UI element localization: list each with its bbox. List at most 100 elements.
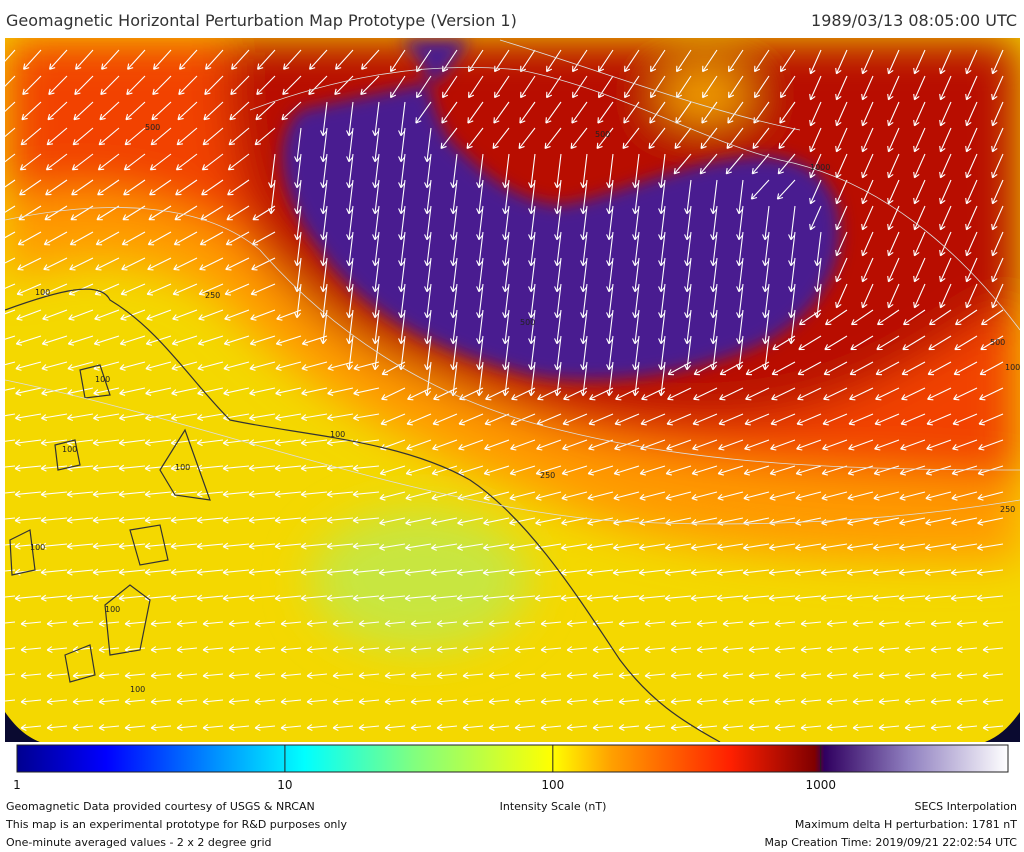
arrow [976,569,1004,576]
arrow [484,439,510,451]
arrow [528,205,536,241]
arrow [294,283,302,319]
contour-lines-light [5,39,1020,525]
arrow [346,257,354,293]
arrow [202,724,224,731]
arrow [618,698,640,705]
arrow [872,594,900,602]
arrow [467,101,484,124]
arrow [638,543,666,551]
arrow [222,568,250,576]
contour-label: 100 [330,430,345,439]
arrow [144,439,172,447]
arrow [736,179,744,215]
arrow [587,491,614,501]
arrow [658,153,666,189]
arrow [66,594,94,602]
arrow [939,257,952,283]
arrow [887,101,900,127]
arrow [684,205,692,241]
arrow [562,439,588,451]
arrow [254,672,276,679]
arrow [848,439,874,451]
arrow [670,672,692,679]
arrow [300,594,328,602]
arrow [822,413,848,426]
arrow [405,517,432,526]
arrow [939,49,952,75]
arrow [965,179,978,205]
arrow [300,516,328,524]
arrow [150,724,172,731]
arrow [540,724,562,731]
arrow [770,413,796,426]
arrow [275,361,302,371]
arrow [151,101,172,121]
arrow [861,101,874,127]
arrow [405,491,432,501]
arrow [20,646,42,653]
arrow [748,724,770,731]
arrow [930,724,952,731]
arrow [701,101,718,124]
arrow [850,309,874,326]
arrow [320,101,328,137]
arrow [378,569,406,576]
arrow [991,75,1004,101]
arrow [592,646,614,653]
arrow [254,698,276,705]
arrow [482,543,510,551]
arrow [632,153,640,189]
arrow [306,724,328,731]
arrow [327,387,354,396]
arrow [98,698,120,705]
arrow [175,153,198,171]
arrow [327,361,354,371]
arrow [346,153,354,189]
arrow [92,516,120,524]
arrow [381,387,406,401]
arrow [173,231,198,246]
arrow [588,413,614,426]
arrow [612,543,640,551]
arrow [684,231,692,267]
arrow [488,620,510,627]
arrow [14,464,42,472]
arrow [254,620,276,627]
arrow [748,646,770,653]
arrow [821,491,848,501]
arrow [228,724,250,731]
arrow [535,465,562,476]
arrow [980,309,1004,326]
arrow [800,620,822,627]
arrow [580,283,588,319]
arrow [126,75,146,96]
arrow [119,413,146,422]
arrow [644,672,666,679]
arrow [281,101,302,121]
arrow [255,101,276,121]
arrow [623,101,640,124]
arrow [904,672,926,679]
arrow [5,101,16,121]
arrow [20,127,42,146]
arrow [965,49,978,75]
arrow [372,231,380,267]
arrow [502,309,510,345]
arrow [780,49,796,73]
arrow [256,75,276,96]
arrow [14,516,42,524]
arrow [144,568,172,576]
arrow [20,672,42,679]
arrow [670,698,692,705]
arrow [431,491,458,501]
arrow [849,387,874,401]
arrow [5,439,16,447]
arrow [144,542,172,550]
arrow [176,127,198,146]
arrow [398,257,406,293]
arrow [384,698,406,705]
arrow [346,101,354,137]
arrow [722,724,744,731]
arrow [745,361,770,376]
